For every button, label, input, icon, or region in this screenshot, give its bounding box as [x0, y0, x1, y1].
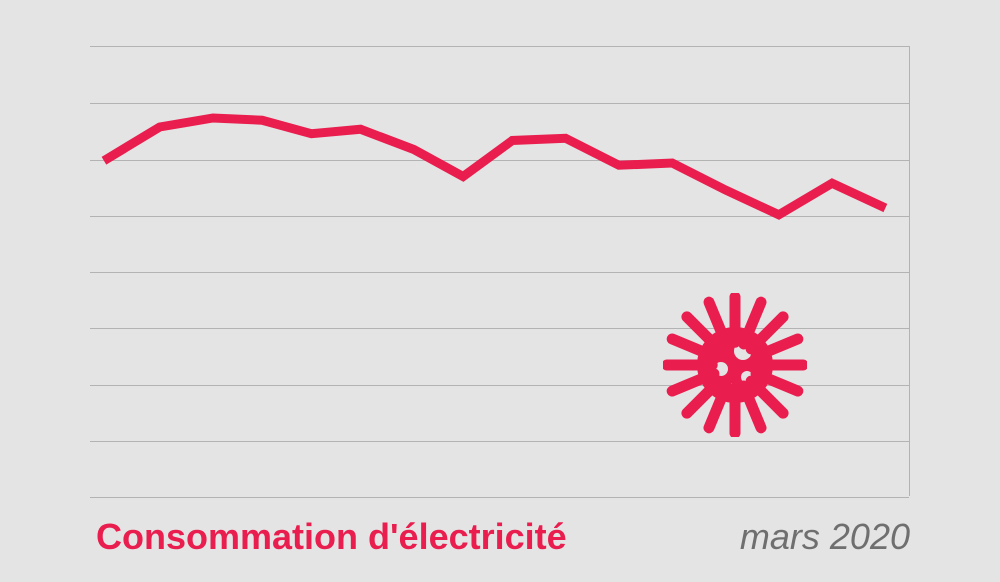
chart-subtitle: mars 2020	[740, 516, 910, 558]
virus-icon	[663, 293, 807, 442]
chart-canvas: Consommation d'électricité mars 2020	[0, 0, 1000, 582]
line-series	[104, 118, 885, 215]
line-series-svg	[0, 0, 1000, 582]
chart-title: Consommation d'électricité	[96, 516, 567, 558]
